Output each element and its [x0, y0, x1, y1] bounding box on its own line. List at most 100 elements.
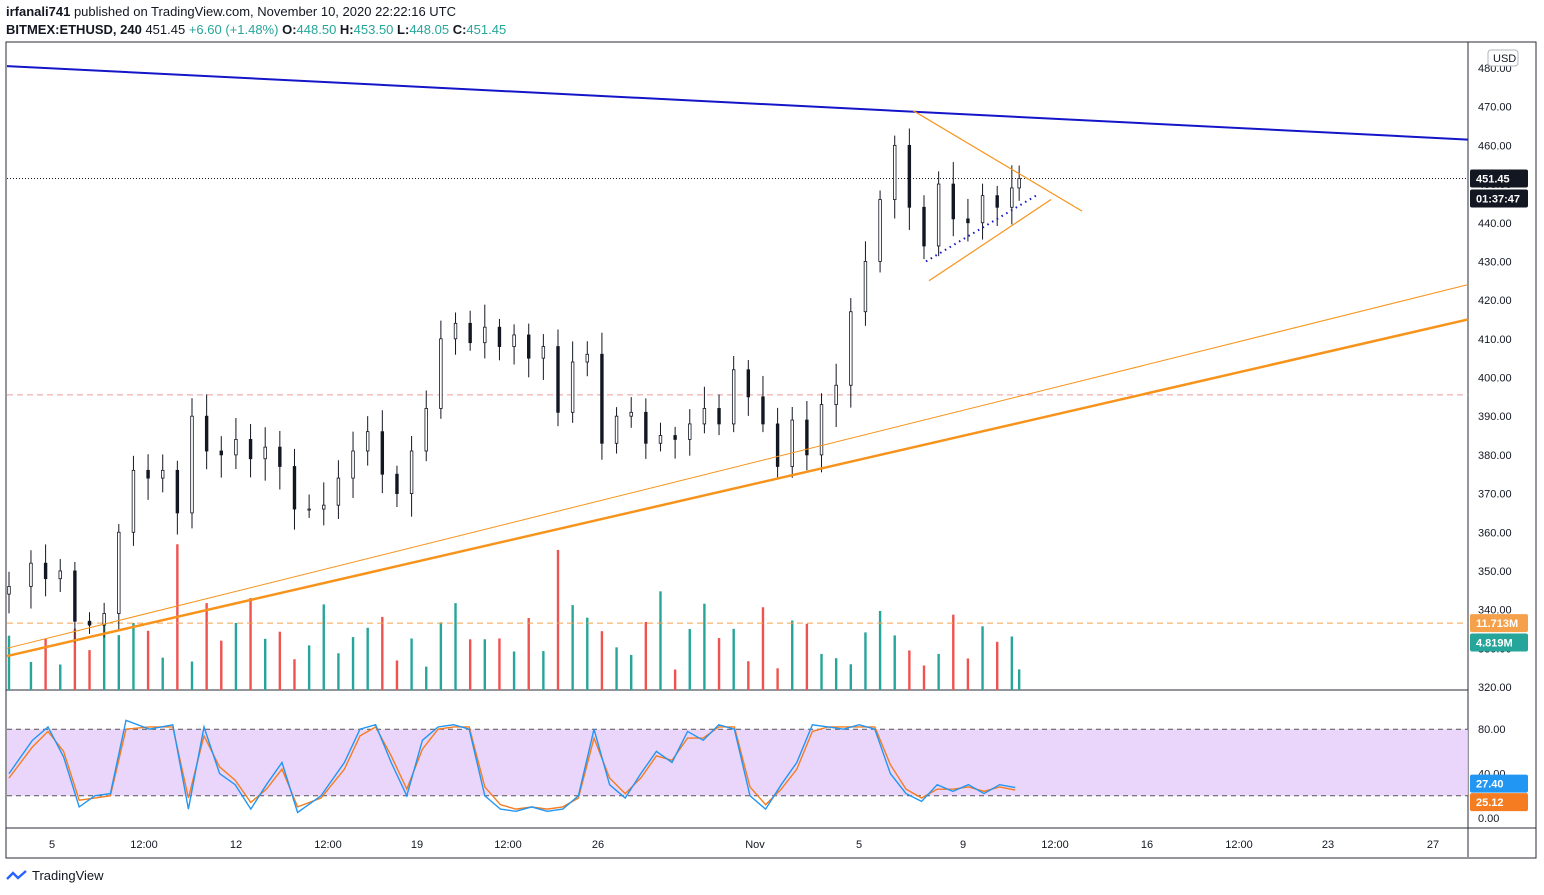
time-tick-label: 12	[230, 839, 242, 851]
candle	[351, 431, 355, 498]
candle-body	[248, 438, 253, 460]
candle	[58, 559, 62, 592]
time-tick-label: 27	[1427, 839, 1439, 851]
volume-bar	[7, 635, 11, 690]
volume-bar	[454, 603, 457, 690]
candle	[395, 465, 399, 508]
candle	[775, 407, 780, 479]
candle-body	[980, 195, 985, 224]
stoch-k-line	[8, 719, 1016, 814]
orange-thin-trendline	[6, 284, 1469, 649]
candle	[87, 612, 92, 634]
volume-bar	[673, 669, 677, 690]
currency-badge: USD	[1493, 53, 1516, 65]
volume-bar	[220, 640, 223, 690]
candle	[512, 324, 516, 365]
candle-body	[878, 199, 882, 262]
candle-body	[292, 466, 297, 510]
candle-body	[746, 369, 751, 398]
candle	[644, 398, 648, 459]
volume-bar	[747, 661, 750, 690]
candle	[717, 394, 721, 436]
price-tick-label: 470.00	[1478, 102, 1512, 114]
candle-body	[834, 384, 838, 405]
candle	[336, 460, 341, 519]
volume-tag-bg	[1470, 633, 1528, 652]
candle	[439, 320, 443, 419]
candle-body	[527, 334, 531, 359]
time-tick-label: 26	[592, 839, 604, 851]
volume-bar	[132, 622, 135, 690]
candle-body	[497, 326, 502, 347]
candle-body	[614, 415, 619, 444]
price-tick-label: 460.00	[1478, 140, 1512, 152]
volume-bar	[498, 638, 501, 690]
candle	[966, 198, 970, 242]
candle	[688, 409, 692, 456]
candle	[907, 128, 912, 230]
candle-body	[380, 431, 385, 475]
volume-bar	[791, 620, 794, 690]
time-tick-label: 5	[856, 839, 862, 851]
candle	[190, 398, 194, 529]
author-name[interactable]: irfanali741	[6, 4, 71, 19]
candle-body	[263, 446, 267, 460]
candle	[951, 162, 955, 237]
candle-body	[73, 570, 77, 622]
candle-body	[43, 562, 48, 580]
low-label: L:	[397, 22, 410, 37]
candle-body	[600, 353, 604, 444]
candle-body	[365, 431, 370, 452]
volume-bar	[820, 653, 823, 690]
volume-bar	[234, 622, 238, 690]
published-text: published on TradingView.com, November 1…	[73, 4, 456, 19]
time-tick-label: 19	[411, 839, 423, 851]
symbol-label[interactable]: BITMEX:ETHUSD, 240	[6, 22, 142, 37]
stoch-k-tag: 27.40	[1476, 779, 1504, 791]
price-tick-label: 430.00	[1478, 256, 1512, 268]
candle	[893, 135, 897, 219]
volume-ma-tag: 11.713M	[1476, 618, 1518, 630]
candle	[746, 360, 751, 416]
price-tick-label: 370.00	[1478, 489, 1512, 501]
candle	[483, 304, 487, 359]
volume-bar	[512, 651, 516, 690]
candle-body	[556, 346, 560, 413]
candle-body	[395, 473, 399, 494]
candle-body	[805, 419, 809, 456]
candle-body	[819, 404, 824, 456]
orange-support-trendline	[6, 318, 1469, 658]
candle-body	[278, 446, 282, 467]
volume-bar	[981, 626, 984, 690]
candle-body	[658, 435, 663, 444]
candle	[878, 190, 882, 273]
volume-bar	[966, 658, 970, 690]
last-price: 451.45	[145, 22, 186, 37]
tradingview-logo-icon	[6, 869, 27, 880]
price-tick-label: 360.00	[1478, 527, 1512, 539]
candle-body	[219, 450, 223, 456]
price-tick-label: 380.00	[1478, 450, 1512, 462]
open-label: O:	[282, 22, 297, 37]
volume-bar	[351, 637, 355, 690]
candle	[234, 417, 238, 470]
close-value: 451.45	[466, 22, 507, 37]
candle	[161, 454, 165, 493]
volume-bar	[366, 627, 369, 690]
candle-body	[907, 144, 912, 208]
volume-bar	[146, 630, 150, 690]
volume-bar	[1010, 636, 1014, 690]
candle-body	[29, 562, 33, 587]
time-tick-label: 16	[1141, 839, 1153, 851]
candle	[658, 422, 663, 452]
price-tick-label: 440.00	[1478, 218, 1512, 230]
last-price-tag-bg	[1470, 169, 1528, 188]
candle-body	[673, 435, 677, 440]
candle-body	[204, 415, 209, 452]
tradingview-brand[interactable]: TradingView	[32, 868, 104, 883]
candle-body	[102, 613, 106, 626]
candle	[292, 448, 297, 530]
volume-bar	[264, 638, 267, 690]
candle-body	[761, 396, 765, 425]
